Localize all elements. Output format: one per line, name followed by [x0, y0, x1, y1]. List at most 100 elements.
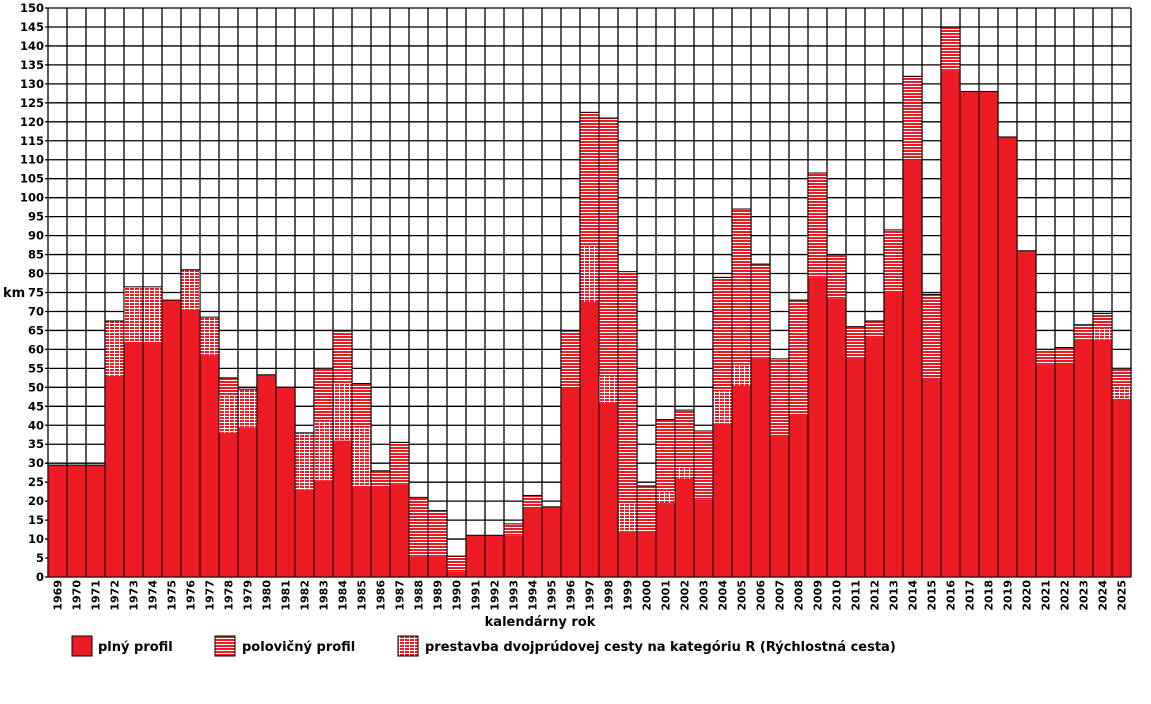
- x-tick-label: 2015: [926, 580, 939, 611]
- x-tick-label: 2024: [1097, 580, 1110, 611]
- bar-segment-prestavba: [219, 394, 238, 433]
- x-tick-label: 2001: [660, 580, 673, 611]
- bar-segment-polovicny: [789, 300, 808, 414]
- bar-segment-plny: [637, 531, 656, 577]
- bar-segment-plny: [523, 506, 542, 577]
- bar-segment-plny: [1036, 364, 1055, 577]
- bar-segment-plny: [485, 535, 504, 577]
- bar-segment-polovicny: [390, 442, 409, 485]
- x-tick-label: 1988: [413, 580, 426, 611]
- bar-segment-polovicny: [523, 495, 542, 507]
- y-tick-label: 140: [20, 39, 44, 53]
- x-tick-label: 1995: [546, 580, 559, 611]
- x-tick-label: 1980: [261, 580, 274, 611]
- bar-segment-prestavba: [618, 503, 637, 532]
- bar-segment-prestavba: [181, 269, 200, 310]
- bar-segment-polovicny: [732, 209, 751, 365]
- bar-segment-plny: [770, 434, 789, 577]
- x-tick-label: 1990: [451, 580, 464, 611]
- x-tick-label: 2009: [812, 580, 825, 611]
- bar-segment-plny: [941, 70, 960, 577]
- bar-segment-plny: [447, 571, 466, 577]
- legend-label-prestavba: prestavba dvojprúdovej cesty na kategóri…: [425, 640, 896, 655]
- bar-segment-plny: [1112, 398, 1131, 577]
- x-tick-label: 1982: [299, 580, 312, 611]
- bar-segment-polovicny: [447, 556, 466, 572]
- bar-segment-polovicny: [808, 173, 827, 278]
- bar-segment-plny: [143, 341, 162, 577]
- y-tick-label: 70: [28, 304, 44, 318]
- x-tick-label: 2002: [679, 580, 692, 611]
- x-tick-label: 2003: [698, 580, 711, 611]
- y-tick-label: 5: [36, 551, 44, 565]
- y-tick-label: 75: [28, 286, 44, 300]
- bar-segment-plny: [903, 159, 922, 577]
- x-tick-label: 1976: [185, 580, 198, 611]
- bar-segment-plny: [504, 535, 523, 577]
- bar-segment-plny: [466, 535, 485, 577]
- bar-segment-polovicny: [694, 430, 713, 500]
- bar-outline: [1111, 367, 1132, 578]
- bar-segment-polovicny: [618, 271, 637, 504]
- x-tick-label: 1989: [432, 580, 445, 611]
- bar-segment-plny: [181, 309, 200, 577]
- bar-segment-plny: [675, 478, 694, 577]
- x-tick-label: 2019: [1002, 580, 1015, 611]
- x-tick-label: 2006: [755, 580, 768, 611]
- bar-segment-polovicny: [751, 264, 770, 359]
- bar-segment-plny: [960, 91, 979, 577]
- y-tick-label: 135: [20, 58, 44, 72]
- bar-segment-plny: [105, 375, 124, 577]
- legend-swatch-prestavba: [397, 635, 419, 657]
- bar-segment-prestavba: [656, 491, 675, 504]
- x-tick-label: 2008: [793, 580, 806, 611]
- bar-segment-polovicny: [770, 358, 789, 435]
- bar-outline: [427, 510, 448, 578]
- bar-segment-plny: [713, 423, 732, 577]
- x-tick-label: 1996: [565, 580, 578, 611]
- legend-label-polovicny: polovičný profil: [242, 640, 355, 655]
- y-tick-label: 85: [28, 248, 44, 262]
- y-tick-label: 35: [28, 437, 44, 451]
- bar-segment-prestavba: [732, 364, 751, 386]
- x-tick-label: 1997: [584, 580, 597, 611]
- bar-segment-plny: [561, 387, 580, 577]
- bar-segment-plny: [314, 480, 333, 577]
- bar-segment-polovicny: [1055, 347, 1074, 363]
- bar-segment-prestavba: [675, 466, 694, 479]
- x-tick-label: 1981: [280, 580, 293, 611]
- x-tick-label: 1998: [603, 580, 616, 611]
- bar-segment-polovicny: [561, 330, 580, 388]
- x-tick-label: 2000: [641, 580, 654, 611]
- bar-segment-plny: [922, 377, 941, 577]
- x-tick-label: 1999: [622, 580, 635, 611]
- bar-segment-polovicny: [922, 294, 941, 378]
- bar-segment-prestavba: [238, 389, 257, 428]
- legend-swatch-polovicny: [214, 635, 236, 657]
- legend-label-plny: plný profil: [98, 640, 173, 655]
- x-tick-label: 1979: [242, 580, 255, 611]
- x-tick-label: 2022: [1059, 580, 1072, 611]
- bar-segment-polovicny: [409, 497, 428, 557]
- y-axis-label: km: [3, 286, 25, 301]
- bar-segment-prestavba: [333, 383, 352, 441]
- bars: [47, 26, 1132, 578]
- x-tick-label: 1978: [223, 580, 236, 611]
- bar-segment-plny: [238, 427, 257, 577]
- bar-segment-prestavba: [314, 421, 333, 481]
- x-tick-label: 1984: [337, 580, 350, 611]
- bar-segment-prestavba: [580, 245, 599, 302]
- bar-segment-polovicny: [1093, 313, 1112, 329]
- bar-segment-plny: [808, 277, 827, 577]
- y-tick-label: 30: [28, 456, 44, 470]
- bar-segment-polovicny: [371, 470, 390, 486]
- bar-segment-plny: [219, 432, 238, 577]
- x-tick-label: 2014: [907, 580, 920, 611]
- bar-segment-polovicny: [637, 485, 656, 532]
- bar-segment-plny: [390, 484, 409, 577]
- bar-segment-plny: [409, 556, 428, 577]
- bar-segment-plny: [333, 440, 352, 577]
- x-axis-label: kalendárny rok: [485, 615, 596, 630]
- bar-segment-polovicny: [580, 112, 599, 246]
- bar-segment-polovicny: [903, 76, 922, 160]
